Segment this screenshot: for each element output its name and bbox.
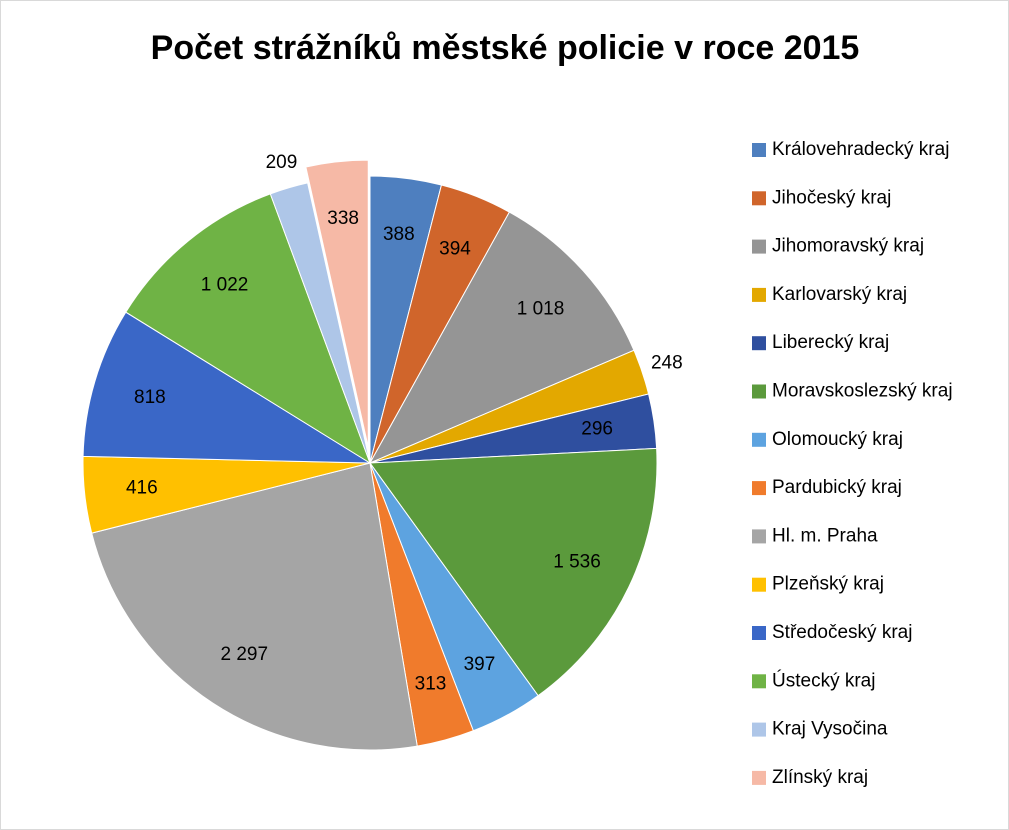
legend-swatch — [752, 722, 766, 737]
chart-title: Počet strážníků městské policie v roce 2… — [151, 29, 860, 67]
legend-label: Liberecký kraj — [772, 332, 889, 353]
legend-label: Olomoucký kraj — [772, 429, 903, 450]
pie-slice — [82, 311, 372, 464]
legend-label: Kraj Vysočina — [772, 719, 888, 740]
legend-label: Plzeňský kraj — [772, 574, 884, 595]
legend-swatch — [752, 143, 766, 157]
legend-label: Zlínský kraj — [772, 767, 868, 788]
data-label: 388 — [383, 224, 415, 245]
data-label: 296 — [581, 418, 613, 439]
data-label: 394 — [439, 239, 471, 260]
pie-slice — [368, 211, 635, 465]
pie: 388 394 1 018 248 296 1 536 397 313 2 297 416 818 1… — [82, 152, 683, 751]
data-label: 1 536 — [553, 551, 601, 572]
data-label: 1 022 — [201, 274, 249, 295]
legend-label: Pardubický kraj — [772, 477, 902, 498]
pie-slice — [91, 462, 418, 751]
data-label: 313 — [415, 673, 447, 694]
legend-label: Karlovarský kraj — [772, 284, 907, 305]
legend-swatch — [752, 481, 766, 496]
data-label: 818 — [134, 387, 166, 408]
data-label: 2 297 — [221, 644, 269, 665]
data-label: 338 — [327, 208, 359, 229]
pie-slice — [305, 159, 369, 448]
legend-label: Moravskoslezský kraj — [772, 381, 953, 402]
data-label: 416 — [126, 478, 158, 499]
legend-swatch — [752, 626, 766, 640]
legend-swatch — [752, 432, 766, 447]
legend-swatch — [752, 287, 766, 302]
legend-label: Středočeský kraj — [772, 622, 912, 643]
legend-swatch — [752, 191, 766, 206]
data-label: 1 018 — [517, 298, 565, 319]
data-label: 397 — [464, 654, 496, 675]
legend-label: Ústecký kraj — [772, 669, 875, 691]
legend: Královehradecký kraj Jihočeský kraj Jihomo… — [752, 139, 953, 788]
legend-label: Královehradecký kraj — [772, 139, 949, 160]
legend-swatch — [752, 384, 766, 399]
legend-swatch — [752, 674, 766, 689]
legend-label: Hl. m. Praha — [772, 525, 878, 546]
data-label: 248 — [651, 353, 683, 374]
pie-slice — [125, 193, 371, 465]
legend-label: Jihomoravský kraj — [772, 236, 924, 257]
legend-swatch — [752, 770, 766, 785]
legend-swatch — [752, 529, 766, 544]
legend-swatch — [752, 577, 766, 592]
legend-label: Jihočeský kraj — [772, 187, 891, 208]
pie-slice — [269, 182, 371, 464]
legend-swatch — [752, 239, 766, 254]
data-label: 209 — [266, 152, 298, 173]
pie-slice — [369, 447, 658, 697]
legend-swatch — [752, 336, 766, 351]
